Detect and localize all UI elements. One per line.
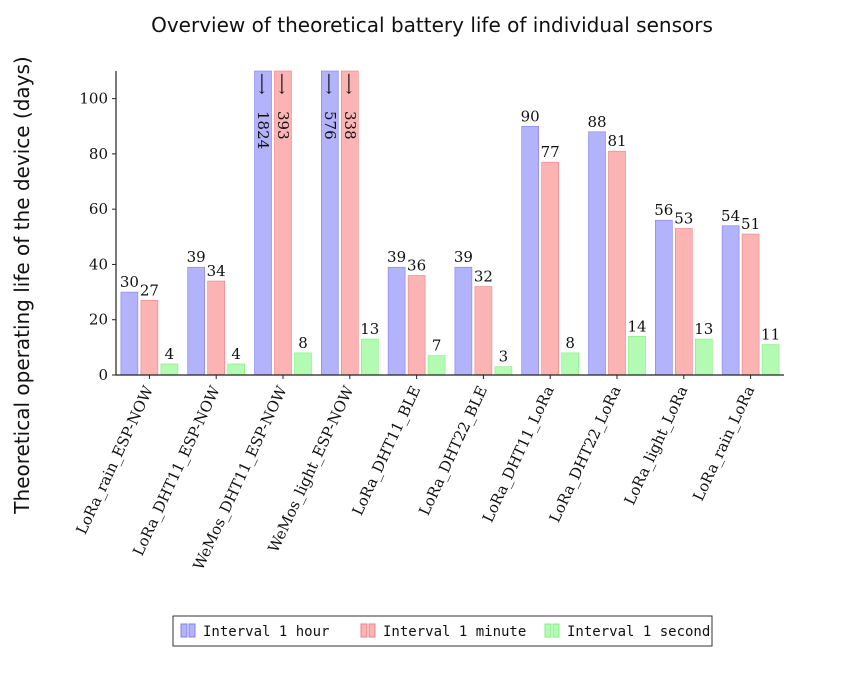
clipped-arrow-wemos-light-esp-now-interval-1-hour: ⟶ <box>320 73 338 95</box>
data-label-wemos-dht11-esp-now-interval-1-second: 8 <box>298 334 308 352</box>
bar-lora-dht22-lora-interval-1-minute <box>608 150 626 376</box>
legend-swatch-interval-1-second-a <box>544 623 552 638</box>
y-tick-label-80: 80 <box>89 145 108 163</box>
data-label-wemos-light-esp-now-interval-1-hour: 576 <box>321 111 339 140</box>
x-tick-label-lora-dht11-ble: LoRa_DHT11_BLE <box>348 383 424 518</box>
legend-label-interval-1-second: Interval 1 second <box>567 624 710 640</box>
data-label-lora-rain-esp-now-interval-1-second: 4 <box>165 345 175 363</box>
y-axis-label: Theoretical operating life of the device… <box>10 56 34 514</box>
bar-lora-light-lora-interval-1-second <box>694 338 713 376</box>
data-label-lora-dht22-lora-interval-1-hour: 88 <box>587 113 606 131</box>
x-tick-label-lora-rain-esp-now: LoRa_rain_ESP-NOW <box>72 383 157 538</box>
legend-swatch-interval-1-hour-b <box>188 623 196 638</box>
legend-swatch-interval-1-hour-a <box>180 623 188 638</box>
bar-lora-light-lora-interval-1-hour <box>654 219 673 376</box>
x-tick-label-lora-light-lora: LoRa_light_LoRa <box>621 383 692 508</box>
bar-lora-dht22-ble-interval-1-second <box>494 366 513 376</box>
legend-swatch-interval-1-second-b <box>552 623 560 638</box>
gridlines <box>116 98 784 321</box>
bar-lora-dht11-lora-interval-1-hour <box>521 125 540 376</box>
data-label-lora-dht22-ble-interval-1-hour: 39 <box>454 248 473 266</box>
bar-lora-dht11-ble-interval-1-hour <box>387 266 406 376</box>
data-label-lora-rain-esp-now-interval-1-hour: 30 <box>120 273 139 291</box>
data-label-wemos-light-esp-now-interval-1-minute: 338 <box>341 111 359 140</box>
bar-wemos-dht11-esp-now-interval-1-second <box>294 352 312 376</box>
data-label-lora-light-lora-interval-1-minute: 53 <box>674 210 693 228</box>
x-tick-label-lora-dht22-ble: LoRa_DHT22_BLE <box>415 383 491 518</box>
bar-lora-rain-lora-interval-1-hour <box>721 225 740 376</box>
data-label-lora-dht22-lora-interval-1-minute: 81 <box>607 132 626 150</box>
data-label-lora-rain-lora-interval-1-second: 11 <box>761 326 780 344</box>
bar-lora-dht11-esp-now-interval-1-hour <box>187 266 205 376</box>
bar-lora-rain-lora-interval-1-minute <box>741 233 760 376</box>
data-label-wemos-dht11-esp-now-interval-1-minute: 393 <box>274 111 292 140</box>
legend-swatch-interval-1-minute-a <box>360 623 368 638</box>
x-tick-label-lora-dht22-lora: LoRa_DHT22_LoRa <box>546 383 625 525</box>
legend-label-interval-1-hour: Interval 1 hour <box>203 624 329 640</box>
bar-lora-dht11-lora-interval-1-second <box>561 352 580 376</box>
bar-lora-dht11-lora-interval-1-minute <box>541 161 560 376</box>
legend-box <box>172 615 713 647</box>
y-tick-label-40: 40 <box>89 255 108 273</box>
bar-lora-rain-lora-interval-1-second <box>761 344 780 376</box>
data-label-lora-dht11-ble-interval-1-second: 7 <box>432 337 442 355</box>
y-tick-label-0: 0 <box>98 366 108 384</box>
bar-lora-rain-esp-now-interval-1-minute <box>140 300 159 376</box>
clipped-arrow-wemos-light-esp-now-interval-1-minute: ⟶ <box>340 73 358 95</box>
data-label-lora-dht11-lora-interval-1-second: 8 <box>565 334 575 352</box>
data-label-lora-dht11-lora-interval-1-minute: 77 <box>541 143 560 161</box>
legend: Interval 1 hour Interval 1 minute Interval… <box>172 615 713 647</box>
bar-lora-dht22-lora-interval-1-hour <box>588 131 606 376</box>
data-label-wemos-dht11-esp-now-interval-1-hour: 1824 <box>254 111 272 149</box>
data-label-lora-rain-esp-now-interval-1-minute: 27 <box>140 281 159 299</box>
data-label-lora-dht22-ble-interval-1-second: 3 <box>499 348 509 366</box>
data-label-lora-dht11-ble-interval-1-hour: 39 <box>387 248 406 266</box>
bar-lora-dht11-ble-interval-1-second <box>427 355 446 376</box>
x-tick-label-lora-rain-lora: LoRa_rain_LoRa <box>689 383 758 504</box>
data-label-lora-dht11-esp-now-interval-1-second: 4 <box>231 345 241 363</box>
bar-lora-dht22-ble-interval-1-hour <box>454 266 473 376</box>
bar-lora-rain-esp-now-interval-1-second <box>160 363 179 376</box>
legend-label-interval-1-minute: Interval 1 minute <box>383 624 526 640</box>
y-tick-label-100: 100 <box>79 90 108 108</box>
clipped-arrow-wemos-dht11-esp-now-interval-1-minute: ⟶ <box>273 73 291 95</box>
data-label-lora-dht22-ble-interval-1-minute: 32 <box>474 268 493 286</box>
x-tick-label-lora-dht11-lora: LoRa_DHT11_LoRa <box>479 383 558 525</box>
bar-lora-dht11-ble-interval-1-minute <box>407 275 426 376</box>
y-tick-label-60: 60 <box>89 200 108 218</box>
bar-lora-dht11-esp-now-interval-1-minute <box>207 280 225 376</box>
data-label-lora-dht22-lora-interval-1-second: 14 <box>627 317 646 335</box>
bar-lora-rain-esp-now-interval-1-hour <box>120 291 139 376</box>
data-label-lora-dht11-esp-now-interval-1-hour: 39 <box>187 248 206 266</box>
data-label-wemos-light-esp-now-interval-1-second: 13 <box>360 320 379 338</box>
data-label-lora-rain-lora-interval-1-minute: 51 <box>741 215 760 233</box>
bar-lora-dht11-esp-now-interval-1-second <box>227 363 245 376</box>
legend-swatch-interval-1-minute-b <box>368 623 376 638</box>
bar-lora-dht22-lora-interval-1-second <box>628 336 646 376</box>
data-label-lora-dht11-lora-interval-1-hour: 90 <box>521 107 540 125</box>
clipped-arrow-wemos-dht11-esp-now-interval-1-hour: ⟶ <box>253 73 271 95</box>
bar-wemos-light-esp-now-interval-1-second <box>360 338 379 376</box>
bar-lora-light-lora-interval-1-minute <box>674 228 693 376</box>
y-tick-label-20: 20 <box>89 311 108 329</box>
chart-title: Overview of theoretical battery life of … <box>151 13 713 37</box>
data-label-lora-light-lora-interval-1-second: 13 <box>694 320 713 338</box>
bar-lora-dht22-ble-interval-1-minute <box>474 286 493 376</box>
data-label-lora-dht11-ble-interval-1-minute: 36 <box>407 257 426 275</box>
data-label-lora-light-lora-interval-1-hour: 56 <box>654 201 673 219</box>
data-label-lora-rain-lora-interval-1-hour: 54 <box>721 207 740 225</box>
data-label-lora-dht11-esp-now-interval-1-minute: 34 <box>207 262 226 280</box>
